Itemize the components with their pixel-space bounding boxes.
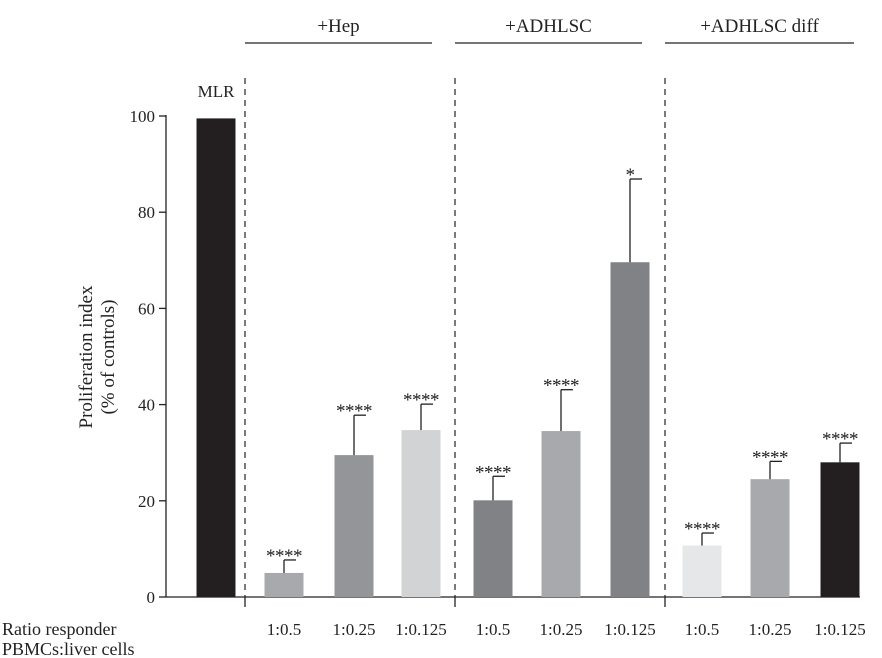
bar-group: **** [541, 376, 581, 597]
significance-marker: **** [475, 462, 511, 483]
bar-label: MLR [198, 82, 236, 101]
x-axis-labels: 1:0.5 1:0.25 1:0.125 1:0.5 1:0.25 1:0.125 1:0.… [267, 620, 866, 639]
bar [750, 479, 790, 597]
bar-group: **** [682, 519, 722, 597]
significance-marker: **** [822, 429, 858, 450]
group-header-label: +Hep [317, 16, 359, 37]
bar-group: MLR [196, 82, 236, 597]
ratio-label-line2: PBMCs:liver cells [2, 639, 135, 658]
bar [196, 118, 236, 597]
group-header-label: +ADHLSC diff [700, 16, 819, 37]
significance-marker: **** [684, 519, 720, 540]
bar-group: * [610, 165, 650, 597]
bar [473, 500, 513, 597]
x-tick-label: 1:0.25 [540, 620, 583, 639]
bar-group: **** [473, 462, 513, 597]
bar [334, 455, 374, 597]
bar [264, 572, 304, 597]
x-tick-label: 1:0.5 [685, 620, 719, 639]
y-axis-title-line2: (% of controls) [98, 299, 119, 414]
group-header-label: +ADHLSC [505, 16, 592, 37]
y-tick-label: 20 [138, 492, 155, 511]
bar-group: **** [334, 401, 374, 597]
ratio-label-line1: Ratio responder [2, 619, 116, 639]
significance-marker: **** [543, 376, 579, 397]
significance-marker: **** [752, 447, 788, 468]
x-tick-label: 1:0.125 [604, 620, 655, 639]
significance-marker: * [626, 165, 635, 186]
bars: MLR********************************* [196, 82, 860, 597]
bar-group: **** [264, 546, 304, 597]
x-tick-label: 1:0.5 [267, 620, 301, 639]
bar-group: **** [401, 390, 441, 597]
bar [541, 431, 581, 597]
bar-group: **** [750, 447, 790, 597]
bar [401, 430, 441, 597]
y-tick-label: 60 [138, 299, 155, 318]
significance-marker: **** [266, 546, 302, 567]
bar [610, 262, 650, 597]
significance-marker: **** [336, 401, 372, 422]
y-tick-label: 100 [130, 107, 156, 126]
bar [820, 462, 860, 597]
x-tick-label: 1:0.25 [749, 620, 792, 639]
bar [682, 545, 722, 597]
group-headers: +Hep +ADHLSC +ADHLSC diff [245, 16, 854, 44]
x-tick-label: 1:0.5 [476, 620, 510, 639]
group-dividers [244, 78, 666, 607]
bar-group: **** [820, 429, 860, 597]
y-tick-label: 40 [138, 396, 155, 415]
significance-marker: **** [403, 390, 439, 411]
y-axis-title-line1: Proliferation index [76, 285, 97, 428]
x-tick-label: 1:0.125 [395, 620, 446, 639]
x-tick-label: 1:0.25 [333, 620, 376, 639]
y-tick-label: 0 [147, 588, 156, 607]
x-tick-label: 1:0.125 [814, 620, 865, 639]
y-tick-label: 80 [138, 203, 155, 222]
